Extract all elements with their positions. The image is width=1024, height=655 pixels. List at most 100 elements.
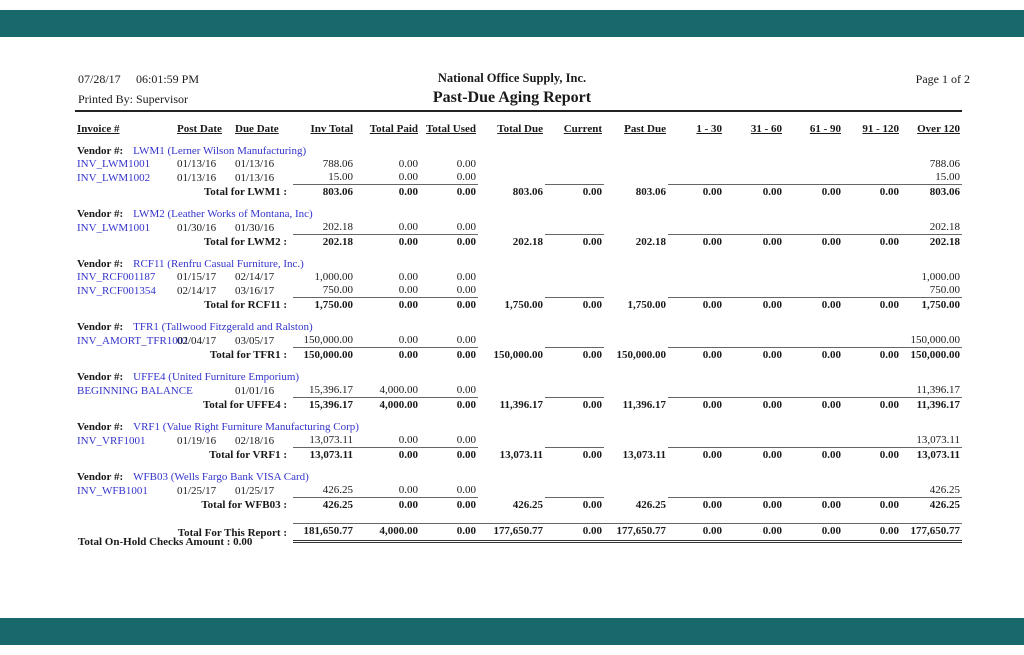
section-total-amount: 150,000.00	[901, 347, 962, 364]
amount-cell	[478, 334, 545, 348]
amount-cell: 13,073.11	[916, 434, 960, 446]
invoice-link[interactable]: INV_LWM1001	[77, 221, 151, 234]
post-date-cell: 01/13/16	[177, 171, 217, 184]
invoice-link[interactable]: INV_RCF001187	[77, 271, 156, 283]
section-total-amount: 1,750.00	[627, 299, 667, 311]
post-date-cell: 01/15/17	[177, 271, 217, 283]
invoice-link[interactable]: INV_RCF001354	[77, 284, 156, 297]
amount-cell: 15.00	[935, 171, 960, 183]
section-total-amount: 0.00	[545, 397, 604, 414]
vendor-link[interactable]: RCF11 (Renfru Casual Furniture, Inc.)	[133, 258, 304, 270]
vendor-link[interactable]: VRF1 (Value Right Furniture Manufacturin…	[133, 421, 359, 433]
column-header: Invoice #	[77, 123, 120, 135]
vendor-row: Vendor #: VRF1 (Value Right Furniture Man…	[75, 414, 962, 434]
amount-cell	[843, 171, 901, 185]
vendor-link[interactable]: UFFE4 (United Furniture Emporium)	[133, 371, 300, 383]
section-total-label: Total for RCF11 :	[204, 299, 287, 311]
invoice-link[interactable]: INV_WFB1001	[77, 484, 148, 497]
amount-cell	[724, 384, 784, 398]
vendor-link[interactable]: LWM2 (Leather Works of Montana, Inc)	[133, 208, 313, 220]
section-total-amount: 202.18	[635, 236, 666, 248]
vendor-link[interactable]: LWM1 (Lerner Wilson Manufacturing)	[133, 145, 307, 157]
amount-cell	[668, 384, 724, 398]
on-hold-note: Total On-Hold Checks Amount : 0.00	[78, 536, 253, 548]
column-header: Total Due	[497, 123, 543, 135]
amount-cell	[668, 434, 724, 448]
section-total-label: Total for LWM2 :	[203, 236, 287, 248]
amount-cell	[843, 384, 901, 398]
section-total-amount: 0.00	[843, 234, 901, 251]
vendor-link[interactable]: TFR1 (Tallwood Fitzgerald and Ralston)	[133, 321, 313, 333]
amount-cell: 788.06	[929, 158, 960, 170]
vendor-row: Vendor #: LWM2 (Leather Works of Montana,…	[75, 201, 962, 221]
amount-cell: 0.00	[398, 271, 418, 283]
amount-cell	[478, 434, 545, 448]
section-total-amount: 426.25	[293, 497, 355, 514]
amount-cell	[604, 171, 668, 185]
amount-cell	[545, 484, 604, 498]
amount-cell	[604, 158, 668, 171]
invoice-link[interactable]: INV_VRF1001	[77, 434, 146, 447]
amount-cell	[604, 434, 668, 448]
section-total-amount: 0.00	[784, 397, 843, 414]
section-total-amount: 13,073.11	[499, 449, 543, 461]
section-total-amount: 0.00	[668, 497, 724, 514]
report-total-label: Total For This Report :	[177, 526, 287, 539]
amount-cell: 0.00	[456, 284, 476, 296]
invoice-link[interactable]: INV_AMORT_TFR1001	[77, 334, 189, 347]
amount-cell: 4,000.00	[379, 384, 419, 396]
section-total-amount: 0.00	[784, 184, 843, 201]
amount-cell	[545, 284, 604, 298]
section-total-amount: 803.06	[293, 184, 355, 201]
section-total-label: Total for UFFE4 :	[202, 399, 287, 411]
amount-cell	[724, 484, 784, 498]
section-total-amount: 0.00	[724, 347, 784, 364]
amount-cell	[478, 158, 545, 171]
section-total-amount: 0.00	[668, 297, 724, 314]
amount-cell	[784, 284, 843, 298]
amount-cell: 788.06	[322, 158, 353, 170]
amount-cell	[784, 158, 843, 171]
section-total-amount: 0.00	[724, 397, 784, 414]
section-total-amount: 1,750.00	[901, 297, 962, 314]
vendor-label: Vendor #:	[77, 471, 124, 483]
amount-cell	[668, 284, 724, 298]
amount-cell	[545, 221, 604, 235]
vendor-row: Vendor #: TFR1 (Tallwood Fitzgerald and R…	[75, 314, 962, 334]
amount-cell	[724, 434, 784, 448]
amount-cell	[784, 334, 843, 348]
amount-cell: 0.00	[398, 171, 418, 183]
amount-cell	[545, 434, 604, 448]
amount-cell	[784, 271, 843, 284]
invoice-link[interactable]: INV_LWM1001	[77, 158, 151, 170]
amount-cell	[668, 158, 724, 171]
invoice-link[interactable]: INV_LWM1002	[77, 171, 151, 184]
amount-cell	[843, 434, 901, 448]
amount-cell: 0.00	[398, 484, 418, 496]
invoice-link[interactable]: BEGINNING BALANCE	[77, 384, 193, 397]
section-total-amount: 0.00	[355, 184, 420, 201]
amount-cell	[724, 334, 784, 348]
amount-cell	[604, 284, 668, 298]
amount-cell	[843, 158, 901, 171]
amount-cell: 0.00	[456, 484, 476, 496]
amount-cell: 15,396.17	[309, 384, 353, 396]
section-total-amount: 202.18	[293, 234, 355, 251]
amount-cell: 150,000.00	[910, 334, 961, 346]
post-date-cell: 01/30/16	[177, 221, 217, 234]
vendor-link[interactable]: WFB03 (Wells Fargo Bank VISA Card)	[133, 471, 309, 483]
section-total-amount: 0.00	[724, 184, 784, 201]
amount-cell: 1,000.00	[314, 271, 354, 283]
vendor-label: Vendor #:	[77, 421, 124, 433]
section-total-amount: 150,000.00	[616, 349, 667, 361]
amount-cell	[604, 221, 668, 235]
amount-cell: 0.00	[398, 334, 418, 346]
amount-cell: 13,073.11	[309, 434, 353, 446]
section-total-label: Total for TFR1 :	[209, 349, 287, 361]
section-total-amount: 0.00	[668, 234, 724, 251]
section-total-amount: 0.00	[843, 397, 901, 414]
column-header: Due Date	[235, 123, 279, 135]
amount-cell	[478, 484, 545, 498]
column-header: Over 120	[917, 123, 960, 135]
section-total-amount: 0.00	[724, 297, 784, 314]
